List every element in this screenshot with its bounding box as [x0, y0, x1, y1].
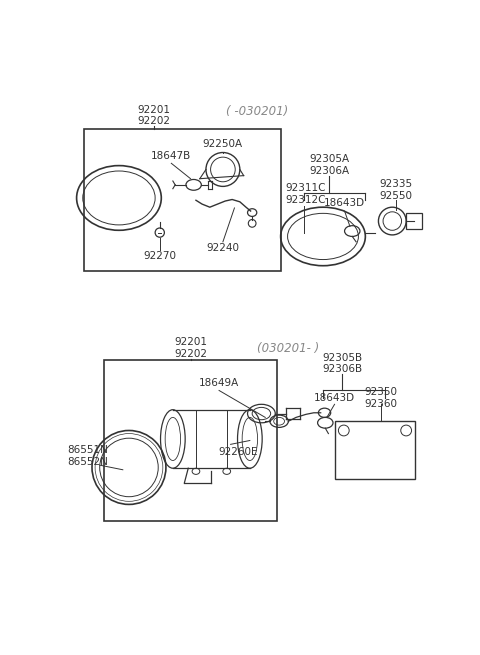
Bar	[406, 214, 421, 229]
Text: 92201
92202: 92201 92202	[137, 105, 170, 126]
Text: 92250A: 92250A	[203, 139, 243, 149]
Bar	[104, 360, 277, 521]
Text: 18647B: 18647B	[151, 151, 192, 160]
Text: 92311C
92312C: 92311C 92312C	[286, 183, 326, 205]
Text: 18649A: 18649A	[199, 378, 239, 388]
Text: 92260E: 92260E	[218, 447, 258, 457]
Text: 92270: 92270	[143, 251, 176, 261]
Text: 92305B
92306B: 92305B 92306B	[322, 352, 362, 374]
Bar	[335, 421, 415, 479]
Text: 92201
92202: 92201 92202	[174, 337, 207, 359]
Text: ( -030201): ( -030201)	[227, 105, 288, 118]
Bar	[84, 128, 281, 271]
Text: 18643D: 18643D	[314, 393, 355, 403]
Text: 86551N
86552N: 86551N 86552N	[68, 445, 108, 467]
Text: 92350
92360: 92350 92360	[364, 387, 397, 409]
Bar	[173, 409, 250, 468]
Text: 92240: 92240	[206, 243, 240, 253]
Text: (030201- ): (030201- )	[257, 342, 320, 354]
Text: 92305A
92306A: 92305A 92306A	[309, 154, 349, 176]
Text: 18643D: 18643D	[324, 198, 365, 208]
Text: 92335
92550: 92335 92550	[380, 179, 413, 201]
